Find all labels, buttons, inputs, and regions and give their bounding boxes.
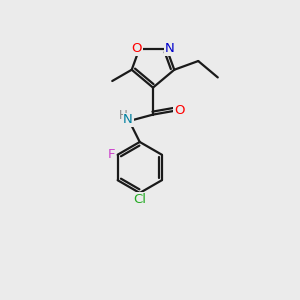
Text: F: F (107, 148, 115, 160)
Text: N: N (123, 113, 133, 126)
Text: Cl: Cl (134, 193, 146, 206)
Text: O: O (131, 42, 142, 55)
Text: H: H (119, 109, 128, 122)
Text: O: O (174, 104, 184, 117)
Text: N: N (164, 42, 174, 55)
